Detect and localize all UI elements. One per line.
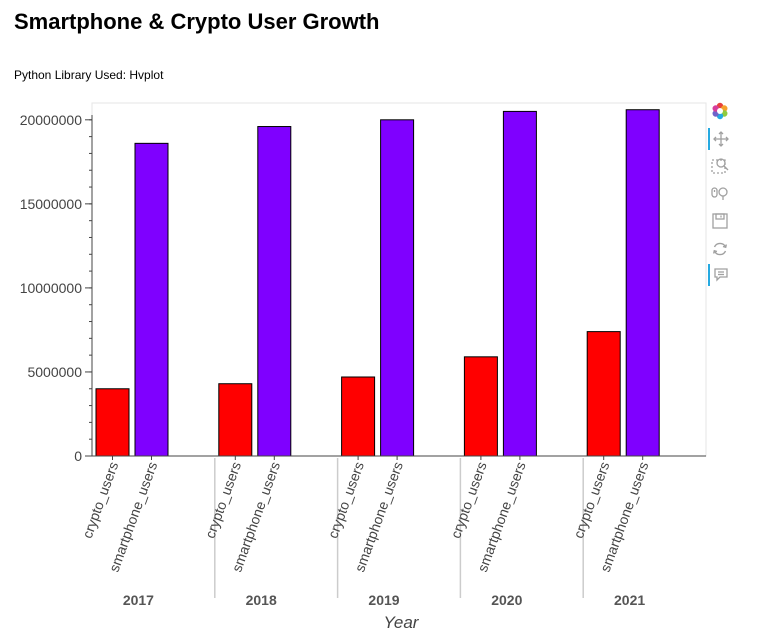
bar-crypto_users-2020 xyxy=(463,356,498,457)
y-tick-label: 10000000 xyxy=(20,280,83,296)
y-axis: 0 5000000 10000000 15000000 20000000 xyxy=(20,112,93,464)
bar-smartphone_users-2019 xyxy=(380,119,415,457)
wheel-zoom-icon[interactable] xyxy=(708,182,732,204)
y-tick-label: 15000000 xyxy=(20,196,83,212)
page-title: Smartphone & Crypto User Growth xyxy=(14,9,380,34)
save-icon[interactable] xyxy=(708,210,732,232)
y-tick-label: 0 xyxy=(74,448,82,464)
bar-smartphone_users-2018 xyxy=(257,126,292,457)
bar-crypto_users-2021 xyxy=(586,331,621,457)
box-zoom-icon[interactable] xyxy=(708,154,732,176)
x-subcategory-label: crypto_users xyxy=(79,460,121,541)
pan-icon[interactable] xyxy=(708,128,732,150)
x-subcategory-label: crypto_users xyxy=(447,460,489,541)
hover-icon[interactable] xyxy=(708,264,732,286)
x-category-label: 2021 xyxy=(614,592,645,608)
page-subtitle: Python Library Used: Hvplot xyxy=(14,68,164,82)
bokeh-logo-icon[interactable] xyxy=(708,100,732,122)
bar-smartphone_users-2017 xyxy=(134,142,169,457)
x-category-label: 2017 xyxy=(123,592,154,608)
bar-crypto_users-2019 xyxy=(341,376,376,457)
x-subcategory-label: crypto_users xyxy=(570,460,612,541)
bar-crypto_users-2017 xyxy=(95,388,130,457)
reset-icon[interactable] xyxy=(708,238,732,260)
x-category-label: 2018 xyxy=(246,592,277,608)
chart-toolbar xyxy=(708,100,732,300)
x-subcategory-label: crypto_users xyxy=(202,460,244,541)
x-category-label: 2019 xyxy=(368,592,399,608)
y-tick-label: 5000000 xyxy=(27,364,82,380)
bar-smartphone_users-2021 xyxy=(625,109,660,457)
x-axis-title: Year xyxy=(384,613,420,632)
bar-smartphone_users-2020 xyxy=(502,110,537,457)
x-subcategory-label: crypto_users xyxy=(324,460,366,541)
bar-crypto_users-2018 xyxy=(218,383,253,457)
bars-layer xyxy=(95,109,660,457)
x-axis: crypto_userssmartphone_users2017crypto_u… xyxy=(79,455,706,632)
x-category-label: 2020 xyxy=(491,592,522,608)
y-tick-label: 20000000 xyxy=(20,112,83,128)
